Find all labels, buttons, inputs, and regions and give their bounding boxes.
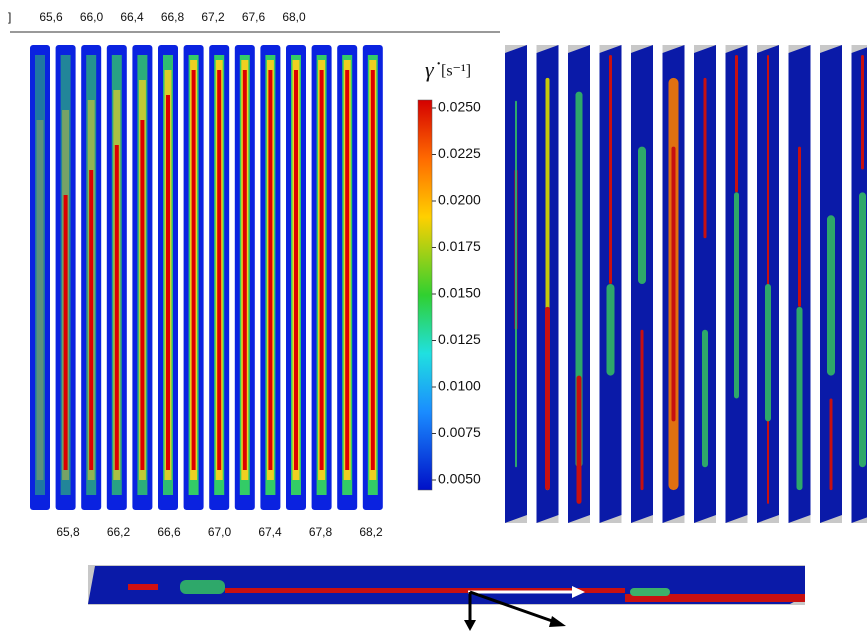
colorbar-tick-label: 0.0050 — [438, 471, 481, 487]
top-label: 66,8 — [161, 10, 185, 24]
band — [545, 307, 550, 490]
band — [830, 399, 833, 491]
band — [630, 588, 670, 596]
band — [217, 70, 221, 470]
band — [115, 145, 119, 470]
band — [371, 70, 375, 470]
colorbar — [418, 100, 432, 490]
colorbar-symbol: γ̇ — [425, 57, 441, 82]
band — [765, 284, 771, 421]
band — [180, 580, 225, 594]
band — [704, 78, 707, 238]
bottom-label: 68,2 — [359, 525, 383, 539]
colorbar-tick-label: 0.0125 — [438, 331, 481, 347]
band — [140, 120, 144, 470]
band — [268, 70, 272, 470]
band — [827, 215, 835, 375]
bracket: ] — [8, 10, 11, 24]
bottom-panel — [88, 565, 805, 631]
top-label: 67,2 — [201, 10, 225, 24]
colorbar-tick-label: 0.0225 — [438, 145, 481, 161]
band — [64, 195, 68, 470]
band — [128, 584, 158, 590]
top-label: 68,0 — [282, 10, 306, 24]
bottom-label: 67,8 — [309, 525, 333, 539]
colorbar-tick-label: 0.0075 — [438, 424, 481, 440]
band — [861, 55, 864, 170]
band — [767, 55, 769, 504]
colorbar-tick-label: 0.0175 — [438, 238, 481, 254]
band — [515, 101, 517, 467]
colorbar-tick-label: 0.0200 — [438, 192, 481, 208]
band — [607, 284, 615, 376]
bottom-label: 67,4 — [258, 525, 282, 539]
band — [859, 192, 866, 467]
colorbar-unit: [s⁻¹] — [441, 63, 471, 80]
band — [609, 55, 612, 284]
band — [735, 55, 738, 192]
band — [672, 147, 676, 422]
band — [166, 95, 170, 470]
band — [798, 147, 801, 307]
bottom-label: 66,6 — [157, 525, 181, 539]
arrow-head — [549, 616, 566, 627]
top-label: 65,6 — [39, 10, 63, 24]
bottom-label: 66,2 — [107, 525, 131, 539]
band — [638, 147, 646, 284]
colorbar-tick-label: 0.0150 — [438, 285, 481, 301]
band — [320, 70, 324, 470]
top-label: 67,6 — [242, 10, 266, 24]
band — [37, 120, 44, 480]
bottom-label: 65,8 — [56, 525, 80, 539]
band — [345, 70, 349, 470]
right-panel — [505, 45, 867, 523]
top-label: 66,0 — [80, 10, 104, 24]
band — [797, 307, 803, 490]
band — [641, 330, 644, 490]
band — [702, 330, 708, 467]
band — [192, 70, 196, 470]
band — [89, 170, 93, 470]
colorbar-tick-label: 0.0250 — [438, 99, 481, 115]
band — [243, 70, 247, 470]
bottom-label: 67,0 — [208, 525, 232, 539]
left-panel — [30, 45, 383, 510]
colorbar-tick-label: 0.0100 — [438, 378, 481, 394]
top-label: 66,4 — [120, 10, 144, 24]
band — [734, 192, 739, 398]
arrow-head — [464, 620, 476, 631]
figure: ] γ̇ [s⁻¹] 65,6 66,0 66,4 66,8 67,2 67,6 68,0 6… — [0, 0, 867, 631]
band — [294, 70, 298, 470]
band — [577, 376, 582, 504]
